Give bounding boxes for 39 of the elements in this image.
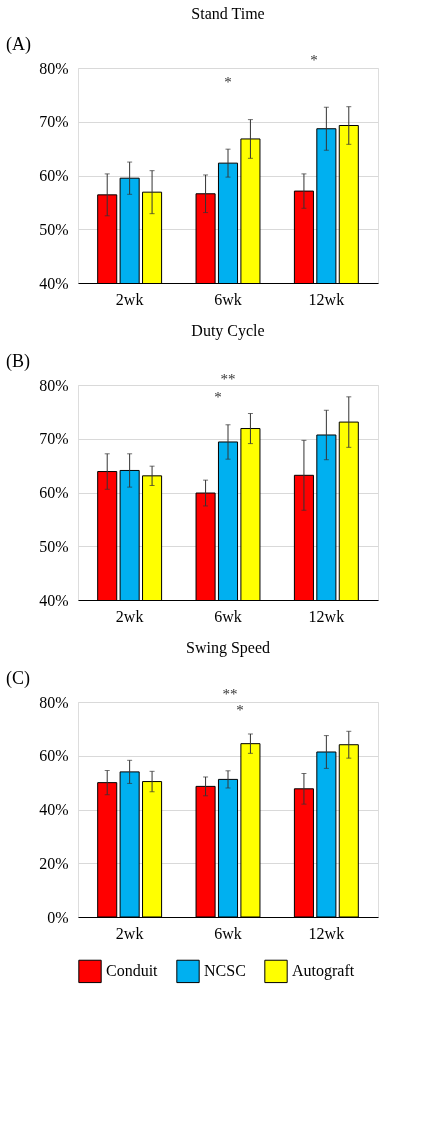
annotation: * (236, 702, 244, 718)
chart-title: Duty Cycle (191, 322, 265, 340)
x-tick-label: 12wk (308, 290, 345, 308)
text: (A) (6, 34, 31, 55)
y-tick-label: 70% (39, 113, 69, 131)
x-tick-label: 6wk (214, 290, 242, 308)
legend-label: NCSC (204, 962, 246, 980)
text: (C) (6, 668, 30, 689)
y-tick-label: 60% (39, 747, 69, 765)
x-tick-label: 2wk (115, 607, 144, 625)
x-tick-label: 6wk (214, 924, 242, 942)
x-tick-label: 12wk (308, 924, 345, 942)
y-tick-label: 40% (39, 274, 69, 292)
chart-title: Stand Time (191, 5, 265, 22)
y-tick-label: 40% (39, 801, 69, 818)
y-tick-label: 70% (39, 430, 69, 448)
y-tick-label: 0% (47, 908, 69, 926)
annotation: * (214, 389, 222, 405)
y-tick-label: 80% (39, 693, 69, 711)
text: (B) (6, 351, 30, 372)
annotation: * (224, 74, 232, 90)
chart-title: Swing Speed (186, 639, 270, 657)
y-tick-label: 60% (39, 167, 69, 184)
text: ** (222, 686, 238, 702)
y-tick-label: 50% (39, 220, 69, 238)
y-tick-label: 40% (39, 591, 69, 609)
legend-label: Autograft (292, 962, 355, 981)
text: * (310, 52, 318, 68)
annotation: ** (220, 371, 236, 387)
y-tick-label: 50% (39, 537, 69, 555)
x-tick-label: 6wk (214, 607, 242, 625)
legend-label: Conduit (106, 962, 159, 980)
x-tick-label: 2wk (115, 290, 144, 308)
x-tick-label: 2wk (115, 924, 144, 942)
x-tick-label: 12wk (308, 607, 345, 625)
y-tick-label: 80% (39, 376, 69, 394)
y-tick-label: 20% (39, 854, 69, 872)
y-tick-label: 80% (39, 59, 69, 77)
y-tick-label: 60% (39, 484, 69, 501)
